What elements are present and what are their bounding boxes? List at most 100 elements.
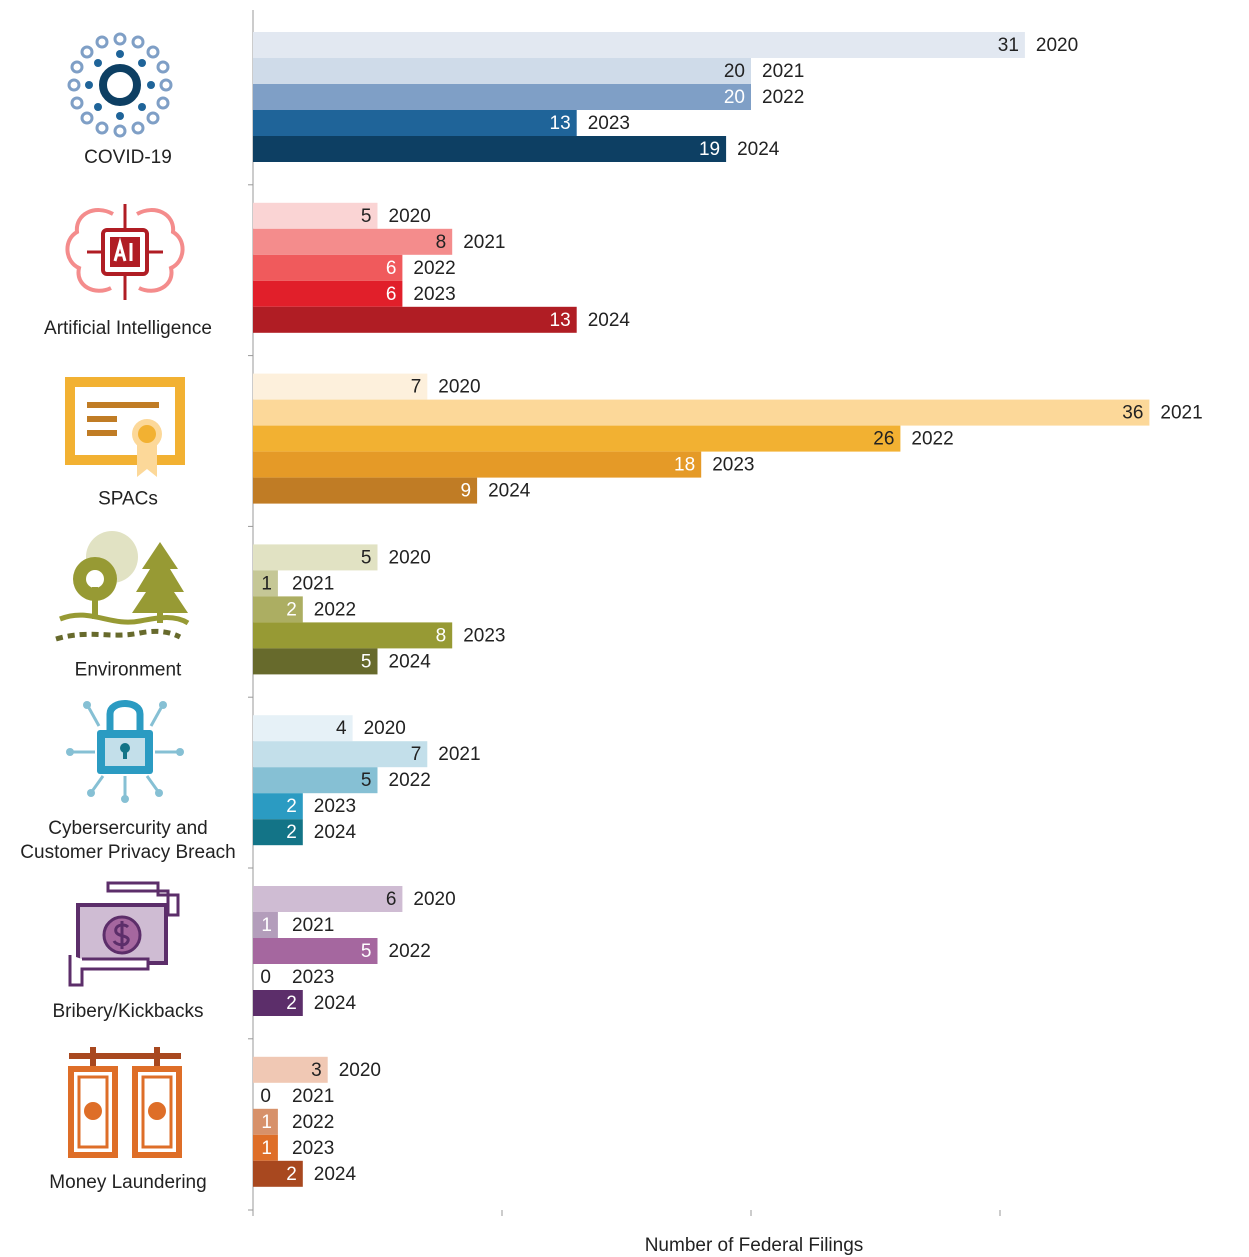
value-label: 0 xyxy=(260,1086,271,1107)
value-label: 1 xyxy=(261,915,272,936)
category-label: Bribery/Kickbacks xyxy=(53,1001,204,1022)
value-label: 0 xyxy=(260,967,271,988)
bar xyxy=(253,254,403,281)
year-label: 2020 xyxy=(438,377,480,398)
year-label: 2024 xyxy=(389,651,432,672)
value-label: 2 xyxy=(286,796,297,817)
bar xyxy=(253,1108,278,1135)
value-label: 20 xyxy=(724,87,745,108)
year-label: 2022 xyxy=(413,258,455,279)
value-label: 5 xyxy=(361,941,372,962)
value-label: 1 xyxy=(261,573,272,594)
year-label: 2020 xyxy=(1036,35,1078,56)
year-label: 2023 xyxy=(712,455,754,476)
bar xyxy=(253,1056,328,1083)
value-label: 4 xyxy=(336,718,347,739)
value-label: 7 xyxy=(411,377,422,398)
bar xyxy=(253,622,453,649)
bar xyxy=(253,544,378,571)
bar xyxy=(253,990,303,1016)
year-label: 2022 xyxy=(911,429,953,450)
value-label: 19 xyxy=(699,139,720,160)
bar xyxy=(253,32,1025,58)
year-label: 2023 xyxy=(314,796,356,817)
year-label: 2023 xyxy=(463,625,505,646)
year-label: 2021 xyxy=(292,915,334,936)
value-label: 2 xyxy=(286,1164,297,1185)
value-label: 7 xyxy=(411,744,422,765)
bar xyxy=(253,425,901,452)
value-label: 31 xyxy=(998,35,1019,56)
value-label: 18 xyxy=(674,455,695,476)
category-label: Cybersercurity and Customer Privacy Breac… xyxy=(20,818,235,863)
year-label: 2020 xyxy=(389,547,431,568)
year-label: 2021 xyxy=(463,232,505,253)
value-label: 1 xyxy=(261,1112,272,1133)
year-label: 2024 xyxy=(314,1164,357,1185)
bribery-icon xyxy=(68,881,180,987)
year-label: 2021 xyxy=(1160,403,1202,424)
year-label: 2021 xyxy=(438,744,480,765)
year-label: 2022 xyxy=(389,770,431,791)
bar xyxy=(253,280,403,307)
value-label: 5 xyxy=(361,547,372,568)
ai-icon xyxy=(65,204,185,300)
value-label: 3 xyxy=(311,1060,322,1081)
value-label: 1 xyxy=(261,1138,272,1159)
bar xyxy=(253,306,577,333)
year-label: 2020 xyxy=(413,889,455,910)
bar xyxy=(253,912,278,938)
value-label: 5 xyxy=(361,206,372,227)
year-label: 2024 xyxy=(314,993,357,1014)
year-label: 2021 xyxy=(292,1086,334,1107)
year-label: 2023 xyxy=(588,113,630,134)
value-label: 36 xyxy=(1122,403,1143,424)
year-label: 2023 xyxy=(292,1138,334,1159)
category-label: Artificial Intelligence xyxy=(44,318,212,339)
bar xyxy=(253,477,478,504)
bar xyxy=(253,793,303,820)
covid-icon xyxy=(67,32,173,138)
spac-icon xyxy=(65,377,185,477)
money-icon xyxy=(68,1047,182,1158)
year-label: 2022 xyxy=(314,599,356,620)
year-label: 2023 xyxy=(292,967,334,988)
bar xyxy=(253,228,453,255)
year-label: 2020 xyxy=(339,1060,381,1081)
category-label: COVID-19 xyxy=(84,147,172,168)
year-label: 2024 xyxy=(588,310,631,331)
bar xyxy=(253,202,378,229)
bar xyxy=(253,1134,278,1161)
bar xyxy=(253,596,303,623)
value-label: 13 xyxy=(550,310,571,331)
category-label: SPACs xyxy=(98,489,158,510)
x-axis-title: Number of Federal Filings xyxy=(645,1235,864,1256)
year-label: 2021 xyxy=(762,61,804,82)
bar xyxy=(253,1160,303,1187)
year-label: 2024 xyxy=(737,139,780,160)
bar xyxy=(253,84,751,110)
bar xyxy=(253,58,751,84)
value-label: 20 xyxy=(724,61,745,82)
value-label: 2 xyxy=(286,822,297,843)
bar xyxy=(253,767,378,794)
bar xyxy=(253,399,1150,426)
value-label: 5 xyxy=(361,770,372,791)
bar xyxy=(253,373,428,400)
bar xyxy=(253,715,353,742)
bar xyxy=(253,938,378,964)
value-label: 8 xyxy=(436,625,447,646)
value-label: 9 xyxy=(461,481,472,502)
year-label: 2024 xyxy=(314,822,357,843)
value-label: 6 xyxy=(386,258,397,279)
value-label: 2 xyxy=(286,993,297,1014)
year-label: 2022 xyxy=(292,1112,334,1133)
bar xyxy=(253,110,577,136)
year-label: 2021 xyxy=(292,573,334,594)
year-label: 2023 xyxy=(413,284,455,305)
value-label: 6 xyxy=(386,284,397,305)
bar xyxy=(253,451,702,478)
value-label: 13 xyxy=(550,113,571,134)
